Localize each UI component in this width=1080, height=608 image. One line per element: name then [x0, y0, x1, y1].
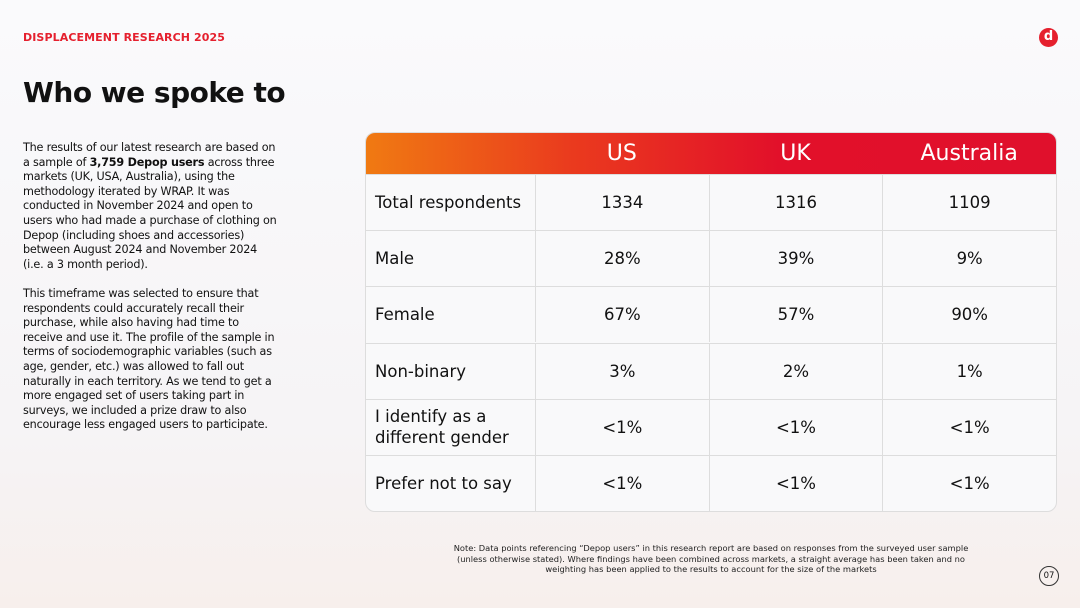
- table-cell: 1%: [882, 342, 1056, 399]
- column-header: UK: [780, 141, 811, 166]
- table: US UK Australia Total respondents 1334 1316 11…: [365, 132, 1057, 512]
- row-label: Prefer not to say: [366, 454, 535, 511]
- table-cell: <1%: [882, 398, 1056, 455]
- row-label: Male: [366, 230, 535, 286]
- body-text: The results of our latest research are b…: [23, 141, 279, 447]
- table-cell: <1%: [882, 454, 1056, 511]
- bold-text: 3,759 Depop users: [89, 155, 205, 169]
- row-label: Female: [366, 286, 535, 342]
- row-label: Non-binary: [366, 342, 535, 399]
- table-cell: <1%: [708, 454, 883, 511]
- table-cell: <1%: [708, 398, 883, 455]
- table-cell: <1%: [535, 454, 709, 511]
- table-cell: 39%: [708, 230, 883, 287]
- table-cell: 3%: [535, 342, 709, 399]
- text: The results of our latest research are b…: [23, 141, 276, 169]
- row-label: I identify as a different gender: [366, 398, 535, 455]
- table-header: [366, 133, 1056, 175]
- page-number: 07: [1039, 566, 1059, 586]
- table-cell: 1109: [882, 174, 1056, 231]
- table-cell: 1316: [708, 174, 883, 231]
- table-cell: 57%: [708, 286, 883, 343]
- title: Who we spoke to: [23, 76, 286, 109]
- note: Note: Data points referencing “Depop use…: [453, 543, 969, 574]
- table-cell: <1%: [535, 398, 709, 455]
- column-header: US: [606, 141, 637, 166]
- header-label: DISPLACEMENT RESEARCH 2025: [23, 31, 226, 44]
- table-cell: 90%: [882, 286, 1056, 343]
- table-cell: 2%: [708, 342, 883, 399]
- table-cell: 28%: [535, 230, 709, 287]
- table-cell: 1334: [535, 174, 709, 231]
- paragraph: This timeframe was selected to ensure th…: [23, 286, 275, 432]
- logo: d: [1039, 28, 1058, 47]
- column-header: Australia: [920, 141, 1018, 166]
- text: across three markets (UK, USA, Australia…: [23, 155, 277, 271]
- paragraph: The results of our latest research are b…: [23, 141, 279, 272]
- table-cell: 9%: [882, 230, 1056, 287]
- table-cell: 67%: [535, 286, 709, 343]
- row-label: Total respondents: [366, 174, 535, 230]
